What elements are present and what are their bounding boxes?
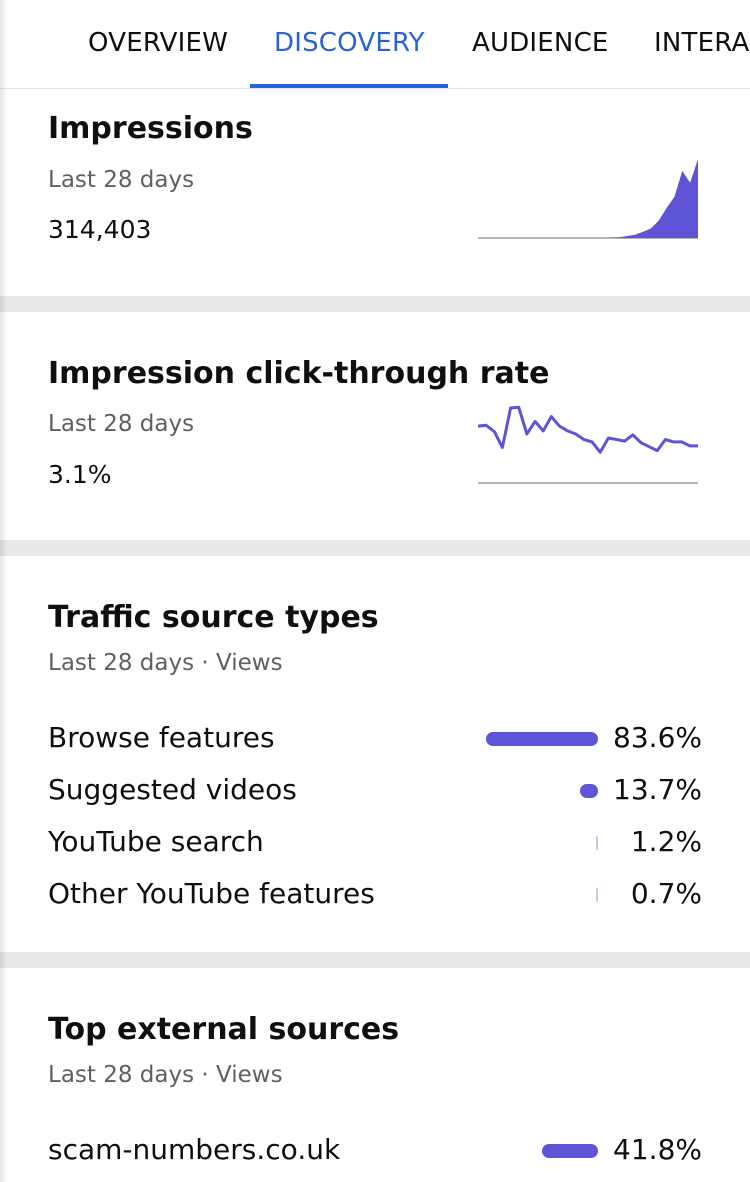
traffic-sources-title: Traffic source types (48, 600, 379, 635)
external-source-label: scam-numbers.co.uk (48, 1133, 341, 1166)
traffic-sources-card[interactable]: Traffic source types Last 28 days · View… (0, 556, 750, 952)
section-divider (0, 296, 750, 312)
impressions-title: Impressions (48, 111, 253, 146)
tab-discovery[interactable]: DISCOVERY (250, 0, 448, 88)
traffic-source-bar (596, 836, 598, 850)
traffic-source-bar (596, 888, 598, 902)
section-divider (0, 952, 750, 968)
ctr-sparkline (477, 405, 698, 484)
impressions-sparkline-area (478, 159, 698, 238)
impressions-value: 314,403 (48, 215, 152, 244)
traffic-source-percent: 83.6% (613, 721, 702, 754)
tab-interaction[interactable]: INTERA (654, 28, 750, 58)
traffic-source-percent: 0.7% (630, 877, 702, 910)
traffic-sources-subtitle: Last 28 days · Views (48, 650, 283, 676)
traffic-source-percent: 1.2% (630, 825, 702, 858)
traffic-source-percent: 13.7% (613, 773, 702, 806)
traffic-source-row[interactable]: Suggested videos 13.7% (0, 770, 750, 810)
ctr-card[interactable]: Impression click-through rate Last 28 da… (0, 312, 750, 540)
external-source-bar (542, 1144, 598, 1158)
external-source-row[interactable]: scam-numbers.co.uk 41.8% (0, 1130, 750, 1170)
impressions-sparkline (478, 159, 698, 239)
section-divider (0, 540, 750, 556)
analytics-tab-bar: OVERVIEW DISCOVERY AUDIENCE INTERA (0, 0, 750, 89)
traffic-source-label: Other YouTube features (48, 877, 375, 910)
external-sources-card[interactable]: Top external sources Last 28 days · View… (0, 968, 750, 1182)
traffic-source-row[interactable]: Browse features 83.6% (0, 718, 750, 758)
ctr-value: 3.1% (48, 460, 112, 489)
ctr-sparkline-line (477, 405, 698, 454)
tab-audience[interactable]: AUDIENCE (472, 28, 609, 58)
impressions-card[interactable]: Impressions Last 28 days 314,403 (0, 89, 750, 296)
traffic-source-label: Suggested videos (48, 773, 297, 806)
ctr-period: Last 28 days (48, 411, 195, 437)
tab-overview[interactable]: OVERVIEW (88, 28, 229, 58)
traffic-source-label: Browse features (48, 721, 275, 754)
external-source-percent: 41.8% (613, 1133, 702, 1166)
traffic-source-bar (486, 732, 598, 746)
traffic-source-row[interactable]: Other YouTube features 0.7% (0, 874, 750, 914)
external-sources-title: Top external sources (48, 1012, 400, 1047)
traffic-source-label: YouTube search (48, 825, 264, 858)
traffic-source-bar (580, 784, 598, 798)
impressions-period: Last 28 days (48, 167, 195, 193)
ctr-title: Impression click-through rate (48, 356, 550, 391)
traffic-source-row[interactable]: YouTube search 1.2% (0, 822, 750, 862)
external-sources-subtitle: Last 28 days · Views (48, 1062, 283, 1088)
